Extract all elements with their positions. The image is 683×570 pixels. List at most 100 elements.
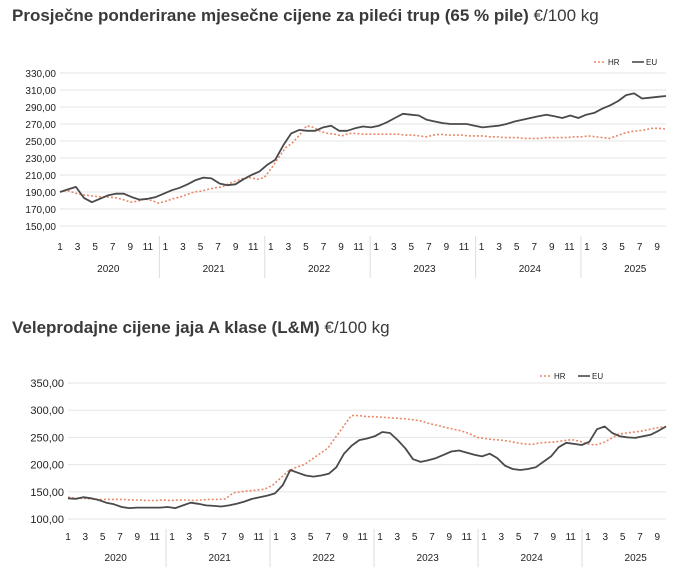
x-tick-label: 7	[426, 242, 432, 253]
y-tick-label: 300,00	[30, 405, 64, 417]
x-tick-label: 9	[654, 242, 660, 253]
x-tick-label: 1	[481, 532, 487, 543]
x-tick-label: 3	[391, 242, 397, 253]
y-tick-label: 190,00	[25, 188, 56, 199]
x-tick-label: 1	[373, 242, 379, 253]
x-tick-label: 5	[198, 242, 204, 253]
x-tick-label: 11	[564, 242, 575, 253]
chart-title: Veleprodajne cijene jaja A klase (L&M) €…	[12, 318, 390, 338]
y-tick-label: 350,00	[30, 378, 64, 390]
x-tick-label: 5	[308, 532, 314, 543]
x-tick-label: 5	[92, 242, 98, 253]
x-tick-label: 11	[459, 242, 470, 253]
x-tick-label: 1	[65, 532, 71, 543]
y-tick-label: 250,00	[30, 432, 64, 444]
x-tick-label: 5	[303, 242, 309, 253]
y-tick-label: 170,00	[25, 205, 56, 216]
x-tick-label: 3	[75, 242, 81, 253]
x-tick-label: 5	[620, 532, 626, 543]
x-tick-label: 1	[377, 532, 383, 543]
x-tick-label: 7	[533, 532, 539, 543]
year-label: 2020	[97, 264, 120, 275]
x-tick-label: 5	[412, 532, 418, 543]
y-tick-label: 310,00	[25, 86, 56, 97]
x-tick-label: 5	[100, 532, 106, 543]
series-line-eu	[67, 425, 667, 509]
x-tick-label: 7	[117, 532, 123, 543]
x-tick-label: 1	[57, 242, 63, 253]
x-tick-label: 7	[215, 242, 221, 253]
y-tick-label: 270,00	[25, 120, 56, 131]
x-tick-label: 1	[169, 532, 175, 543]
x-tick-label: 7	[637, 242, 643, 253]
y-tick-label: 250,00	[25, 137, 56, 148]
year-label: 2021	[203, 264, 226, 275]
chart-title-text: Prosječne ponderirane mjesečne cijene za…	[12, 6, 529, 25]
year-label: 2024	[521, 553, 544, 564]
x-tick-label: 9	[444, 242, 450, 253]
x-tick-label: 9	[655, 532, 661, 543]
year-label: 2022	[308, 264, 331, 275]
x-tick-label: 11	[248, 242, 259, 253]
egg-price-chart: Veleprodajne cijene jaja A klase (L&M) €…	[0, 312, 683, 570]
x-tick-label: 9	[338, 242, 344, 253]
legend: HR EU	[594, 58, 657, 67]
x-tick-label: 7	[531, 242, 537, 253]
year-label: 2023	[417, 553, 440, 564]
x-tick-label: 1	[273, 532, 279, 543]
x-tick-label: 11	[149, 532, 160, 543]
x-tick-label: 1	[479, 242, 485, 253]
x-tick-label: 7	[221, 532, 227, 543]
year-label: 2021	[209, 553, 232, 564]
x-tick-label: 3	[286, 242, 292, 253]
series-line-hr	[59, 124, 667, 204]
x-tick-label: 7	[110, 242, 116, 253]
x-tick-label: 9	[343, 532, 349, 543]
x-tick-label: 9	[447, 532, 453, 543]
x-tick-label: 11	[565, 532, 576, 543]
legend: HR EU	[540, 372, 603, 381]
chart-title-unit: €/100 kg	[324, 318, 390, 337]
year-label: 2020	[105, 553, 128, 564]
x-tick-label: 1	[268, 242, 274, 253]
x-tick-label: 11	[461, 532, 472, 543]
y-tick-label: 330,00	[25, 69, 56, 80]
chart-title-unit: €/100 kg	[533, 6, 599, 25]
x-tick-label: 7	[637, 532, 643, 543]
series-line-hr	[67, 414, 667, 502]
year-label: 2022	[313, 553, 336, 564]
x-tick-label: 1	[584, 242, 590, 253]
legend-label-hr: HR	[554, 372, 566, 381]
x-tick-label: 3	[496, 242, 502, 253]
x-tick-label: 3	[499, 532, 505, 543]
x-tick-label: 9	[549, 242, 555, 253]
x-tick-label: 11	[253, 532, 264, 543]
x-tick-label: 5	[619, 242, 625, 253]
x-tick-label: 9	[239, 532, 245, 543]
x-tick-label: 9	[551, 532, 557, 543]
legend-label-eu: EU	[646, 58, 657, 67]
y-tick-label: 290,00	[25, 103, 56, 114]
year-label: 2025	[625, 553, 648, 564]
x-tick-label: 9	[233, 242, 239, 253]
x-tick-label: 5	[204, 532, 210, 543]
chart-title: Prosječne ponderirane mjesečne cijene za…	[12, 6, 599, 26]
chicken-price-chart: Prosječne ponderirane mjesečne cijene za…	[12, 6, 667, 278]
y-tick-label: 150,00	[25, 222, 56, 233]
y-tick-label: 210,00	[25, 171, 56, 182]
x-tick-label: 9	[127, 242, 133, 253]
x-tick-label: 7	[321, 242, 327, 253]
series-line-eu	[59, 92, 667, 204]
y-tick-label: 150,00	[30, 487, 64, 499]
legend-label-eu: EU	[592, 372, 603, 381]
chart-title-text: Veleprodajne cijene jaja A klase (L&M)	[12, 318, 320, 337]
x-tick-label: 3	[395, 532, 401, 543]
x-tick-label: 7	[429, 532, 435, 543]
x-tick-label: 5	[516, 532, 522, 543]
x-tick-label: 3	[603, 532, 609, 543]
x-tick-label: 7	[325, 532, 331, 543]
x-tick-label: 1	[163, 242, 169, 253]
x-tick-label: 3	[180, 242, 186, 253]
x-tick-label: 5	[514, 242, 520, 253]
